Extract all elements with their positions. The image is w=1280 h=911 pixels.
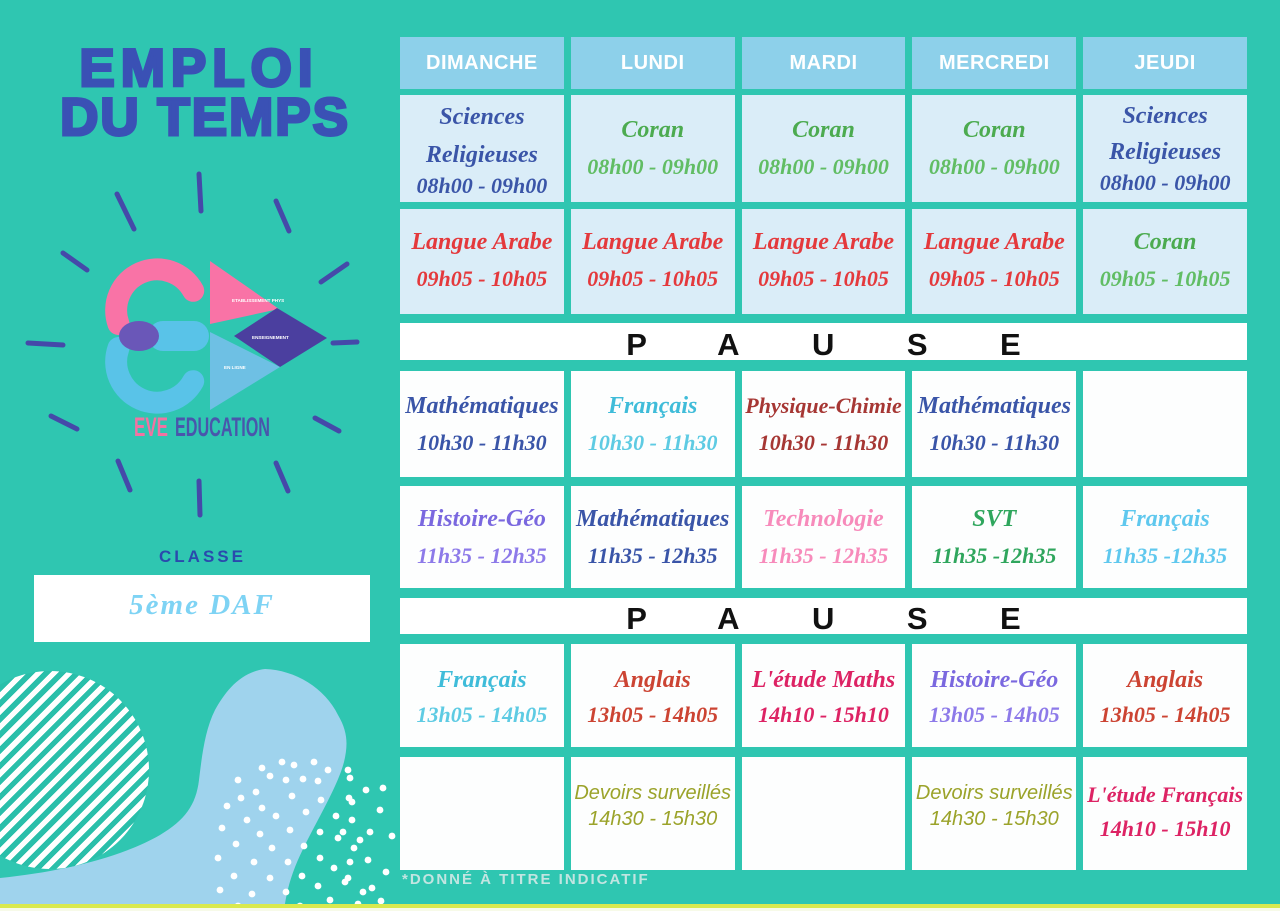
svg-text:ENSEIGNEMENT: ENSEIGNEMENT xyxy=(252,335,289,340)
svg-text:EN LIGNE: EN LIGNE xyxy=(224,365,246,370)
svg-text:ETABLISSEMENT PHYS: ETABLISSEMENT PHYS xyxy=(232,298,284,303)
svg-text:EDUCATION: EDUCATION xyxy=(175,412,270,442)
svg-text:EVE: EVE xyxy=(134,412,168,442)
